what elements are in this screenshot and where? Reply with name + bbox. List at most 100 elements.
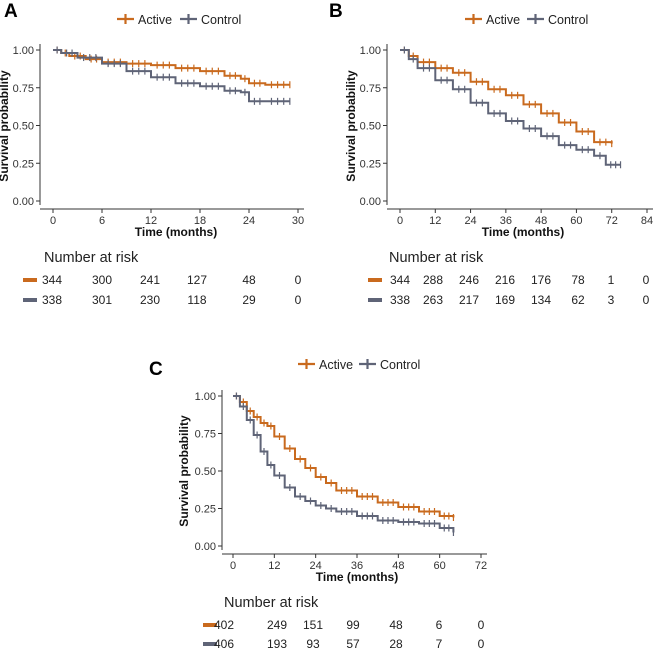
km-curve-control — [233, 395, 455, 533]
y-tick-label: 0.75 — [13, 83, 34, 95]
x-tick-label: 36 — [351, 560, 363, 572]
risk-count: 216 — [495, 273, 515, 287]
panel-c-legend: Active Control — [298, 358, 420, 372]
risk-count: 48 — [389, 618, 403, 632]
y-tick-label: 0.50 — [360, 121, 381, 133]
risk-count: 29 — [242, 293, 256, 307]
panel-a: A Active Control Survival probability Ti… — [0, 1, 304, 307]
risk-count: 1 — [608, 273, 615, 287]
risk-count: 99 — [346, 618, 360, 632]
risk-count: 3 — [608, 293, 615, 307]
risk-count: 151 — [303, 618, 323, 632]
risk-count: 78 — [571, 273, 585, 287]
x-tick-label: 18 — [194, 215, 206, 227]
risk-count: 0 — [295, 273, 302, 287]
panel-a-y-title: Survival probability — [0, 70, 11, 182]
risk-count: 0 — [478, 618, 485, 632]
x-tick-label: 60 — [570, 215, 582, 227]
risk-count: 0 — [295, 293, 302, 307]
x-tick-label: 0 — [50, 215, 56, 227]
y-tick-label: 0.25 — [13, 158, 34, 170]
y-tick-label: 0.00 — [13, 196, 34, 208]
risk-count: 62 — [571, 293, 585, 307]
x-tick-label: 6 — [99, 215, 105, 227]
panel-a-risk-table: 344 300 241 127 48 0 338 301 230 118 29 0 — [23, 273, 302, 307]
legend-label-control-a: Control — [201, 13, 241, 27]
panel-c-y-title: Survival probability — [177, 415, 191, 527]
y-tick-label: 1.00 — [360, 45, 381, 57]
risk-count: 263 — [423, 293, 443, 307]
legend-key-control-a — [180, 14, 197, 24]
risk-count: 338 — [390, 293, 410, 307]
legend-label-control-b: Control — [548, 13, 588, 27]
panel-a-letter: A — [4, 1, 18, 22]
panel-c-risk-title: Number at risk — [224, 595, 319, 611]
y-tick-label: 0.50 — [13, 121, 34, 133]
y-tick-label: 0.00 — [360, 196, 381, 208]
panel-b-risk-table: 344 288 246 216 176 78 1 0 338 263 217 169 134 62 3 0 — [368, 273, 650, 307]
panel-c-x-title: Time (months) — [316, 570, 398, 584]
risk-count: 57 — [346, 637, 360, 651]
risk-count: 249 — [267, 618, 287, 632]
risk-count: 48 — [242, 273, 256, 287]
risk-count: 344 — [390, 273, 410, 287]
panel-a-x-title: Time (months) — [135, 225, 217, 239]
km-curve-active — [400, 49, 613, 144]
risk-count: 230 — [140, 293, 160, 307]
panel-a-risk-title: Number at risk — [44, 250, 139, 266]
y-tick-label: 1.00 — [195, 391, 216, 403]
panel-a-legend: Active Control — [117, 13, 241, 27]
panel-c-risk-table: 402 249 151 99 48 6 0 406 193 93 57 28 7 0 — [203, 618, 485, 651]
panel-b-plot: 0.00 0.25 0.50 0.75 1.00 0 12 24 36 48 60 72 84 — [360, 44, 653, 227]
panel-c: C Active Control Survival probability Ti… — [149, 358, 487, 651]
legend-key-active-a — [117, 14, 134, 24]
x-tick-label: 12 — [145, 215, 157, 227]
km-curve-active — [233, 395, 455, 518]
risk-count: 301 — [92, 293, 112, 307]
legend-label-active-b: Active — [486, 13, 520, 27]
risk-count: 93 — [306, 637, 320, 651]
risk-count: 176 — [531, 273, 551, 287]
x-tick-label: 36 — [500, 215, 512, 227]
risk-count: 406 — [214, 637, 234, 651]
risk-count: 28 — [389, 637, 403, 651]
x-tick-label: 72 — [606, 215, 618, 227]
risk-count: 7 — [436, 637, 443, 651]
km-curve-active — [53, 49, 290, 86]
risk-count: 338 — [42, 293, 62, 307]
risk-count: 0 — [478, 637, 485, 651]
panel-b-legend: Active Control — [465, 13, 588, 27]
x-tick-label: 48 — [535, 215, 547, 227]
km-curve-control — [400, 49, 621, 166]
panel-b-y-title: Survival probability — [344, 70, 358, 182]
x-tick-label: 72 — [475, 560, 487, 572]
risk-count: 6 — [436, 618, 443, 632]
x-tick-label: 30 — [292, 215, 304, 227]
risk-count: 344 — [42, 273, 62, 287]
legend-label-active-c: Active — [319, 358, 353, 372]
y-tick-label: 1.00 — [13, 45, 34, 57]
y-tick-label: 0.75 — [360, 83, 381, 95]
y-tick-label: 0.00 — [195, 541, 216, 553]
risk-count: 127 — [187, 273, 207, 287]
legend-key-control-b — [527, 14, 544, 24]
panel-a-plot: 0.00 0.25 0.50 0.75 1.00 0 6 12 18 24 30 — [13, 44, 304, 227]
panel-c-plot: 0.00 0.25 0.50 0.75 1.00 0 12 24 36 48 60 72 — [195, 390, 487, 572]
risk-count: 300 — [92, 273, 112, 287]
x-tick-label: 0 — [397, 215, 403, 227]
risk-count: 134 — [531, 293, 551, 307]
panel-b-risk-title: Number at risk — [389, 250, 484, 266]
panel-b-letter: B — [329, 1, 343, 22]
panel-c-letter: C — [149, 359, 163, 380]
y-tick-label: 0.50 — [195, 466, 216, 478]
km-curve-control — [53, 49, 290, 103]
y-tick-label: 0.25 — [360, 158, 381, 170]
legend-key-control-c — [359, 359, 376, 369]
risk-count: 402 — [214, 618, 234, 632]
x-tick-label: 48 — [392, 560, 404, 572]
risk-count: 169 — [495, 293, 515, 307]
x-tick-label: 24 — [464, 215, 476, 227]
legend-key-active-b — [465, 14, 482, 24]
risk-count: 193 — [267, 637, 287, 651]
